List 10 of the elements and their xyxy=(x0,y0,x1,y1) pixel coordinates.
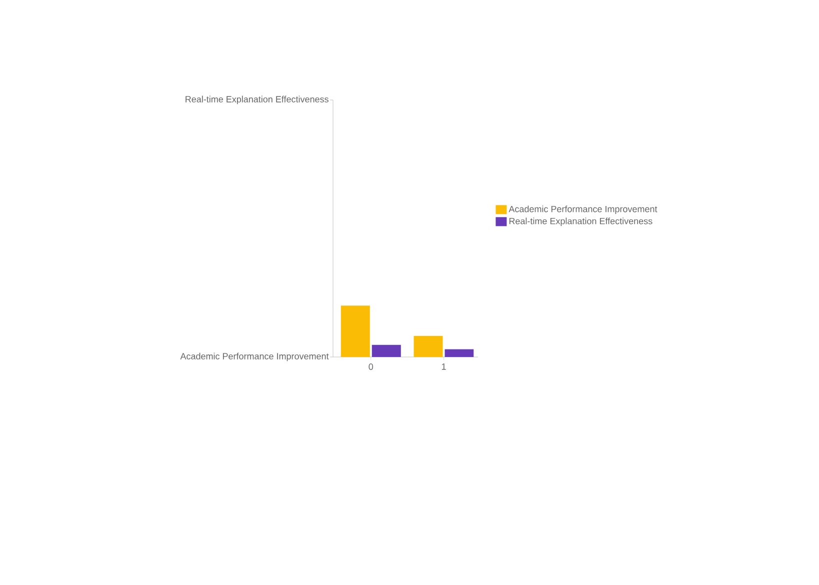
text: Academic Performance Improvement xyxy=(180,352,329,362)
text: Real-time Explanation Effectiveness xyxy=(186,96,328,104)
bar xyxy=(414,336,443,357)
legend-label: Real-time Explanation Effectiveness xyxy=(509,218,652,226)
x-tick-label: 1 xyxy=(442,364,446,370)
bar xyxy=(372,344,401,357)
x-tick-label: 0 xyxy=(368,364,374,370)
bar xyxy=(444,349,474,357)
legend-label: Academic Performance Improvement xyxy=(508,206,658,214)
bar xyxy=(340,306,370,357)
